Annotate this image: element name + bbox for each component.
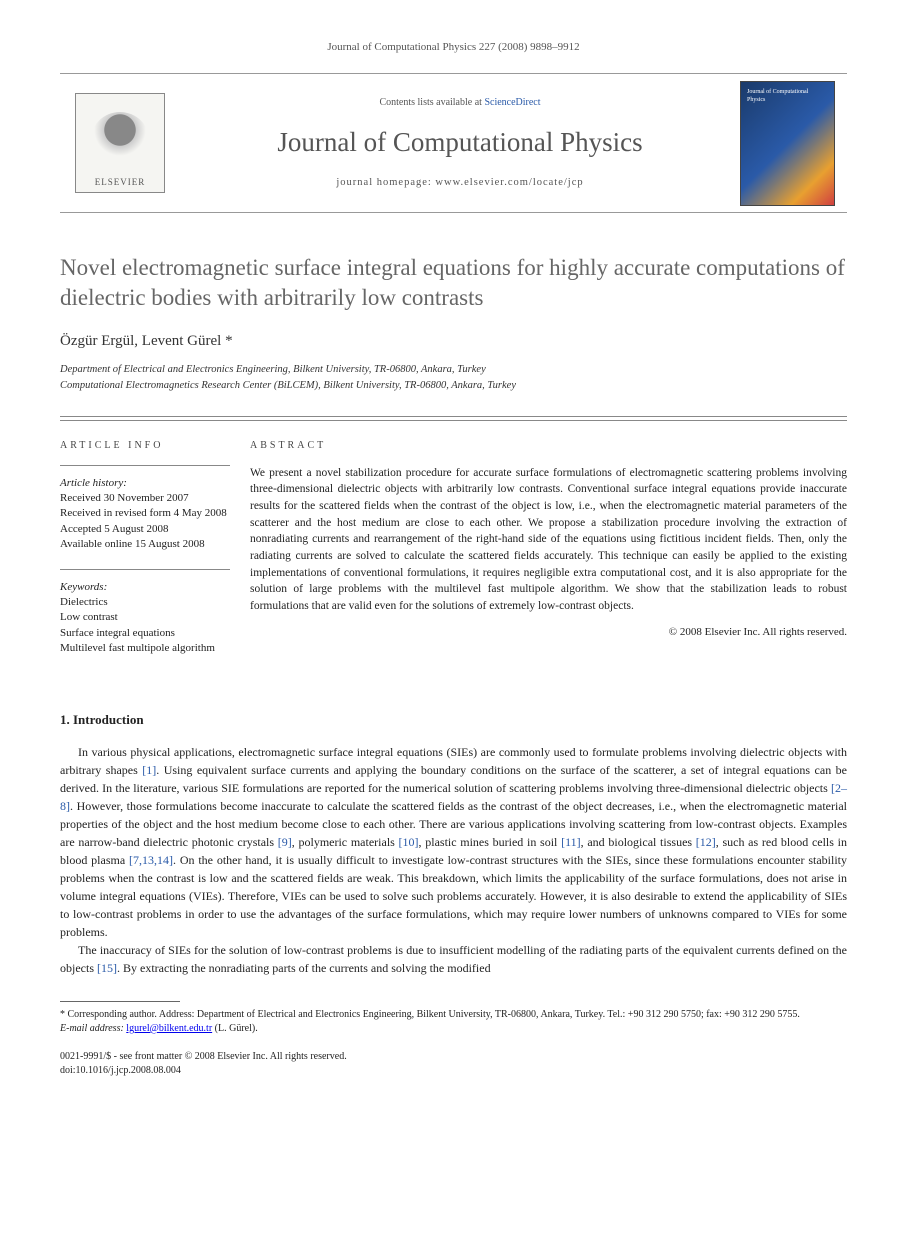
keyword: Low contrast — [60, 610, 230, 625]
history-line: Available online 15 August 2008 — [60, 537, 230, 552]
affiliation-line: Computational Electromagnetics Research … — [60, 378, 847, 394]
history-line: Accepted 5 August 2008 — [60, 522, 230, 537]
journal-homepage: journal homepage: www.elsevier.com/locat… — [180, 176, 740, 191]
text-span: . On the other hand, it is usually diffi… — [60, 853, 847, 939]
citation-link[interactable]: [9] — [278, 835, 292, 849]
citation-link[interactable]: [10] — [399, 835, 419, 849]
text-span: . Using equivalent surface currents and … — [60, 763, 847, 795]
journal-cover-thumbnail: Journal of Computational Physics — [740, 81, 835, 206]
email-link[interactable]: lgurel@bilkent.edu.tr — [126, 1023, 212, 1034]
keywords-label: Keywords: — [60, 580, 230, 595]
keyword: Dielectrics — [60, 595, 230, 610]
article-info-column: ARTICLE INFO Article history: Received 3… — [60, 420, 250, 673]
article-info-heading: ARTICLE INFO — [60, 439, 171, 453]
citation-link[interactable]: [7,13,14] — [129, 853, 173, 867]
citation-link[interactable]: [11] — [561, 835, 581, 849]
abstract-heading: ABSTRACT — [250, 439, 334, 453]
sciencedirect-link[interactable]: ScienceDirect — [484, 97, 540, 108]
elsevier-logo: ELSEVIER — [75, 93, 165, 193]
abstract-copyright: © 2008 Elsevier Inc. All rights reserved… — [250, 625, 847, 640]
keyword: Surface integral equations — [60, 626, 230, 641]
affiliations: Department of Electrical and Electronics… — [60, 362, 847, 394]
doi-block: 0021-9991/$ - see front matter © 2008 El… — [60, 1050, 847, 1078]
journal-name: Journal of Computational Physics — [180, 124, 740, 162]
authors: Özgür Ergül, Levent Gürel * — [60, 331, 847, 352]
keyword: Multilevel fast multipole algorithm — [60, 641, 230, 656]
intro-paragraph-1: In various physical applications, electr… — [60, 743, 847, 941]
elsevier-label: ELSEVIER — [95, 176, 146, 189]
abstract-text: We present a novel stabilization procedu… — [250, 465, 847, 615]
history-label: Article history: — [60, 476, 230, 491]
contents-list-label: Contents lists available at ScienceDirec… — [180, 96, 740, 110]
abstract-column: ABSTRACT We present a novel stabilizatio… — [250, 420, 847, 673]
history-line: Received in revised form 4 May 2008 — [60, 506, 230, 521]
info-abstract-row: ARTICLE INFO Article history: Received 3… — [60, 416, 847, 673]
article-title: Novel electromagnetic surface integral e… — [60, 253, 847, 313]
email-who: (L. Gürel). — [212, 1023, 258, 1034]
text-span: . By extracting the nonradiating parts o… — [117, 961, 491, 975]
footnote-separator — [60, 1001, 180, 1002]
contents-prefix: Contents lists available at — [379, 97, 484, 108]
text-span: , plastic mines buried in soil — [419, 835, 562, 849]
elsevier-tree-icon — [90, 112, 150, 172]
cover-title: Journal of Computational Physics — [747, 88, 828, 105]
doi-line: doi:10.1016/j.jcp.2008.08.004 — [60, 1064, 847, 1078]
text-span: , polymeric materials — [292, 835, 399, 849]
email-label: E-mail address: — [60, 1023, 124, 1034]
history-line: Received 30 November 2007 — [60, 491, 230, 506]
affiliation-line: Department of Electrical and Electronics… — [60, 362, 847, 378]
intro-paragraph-2: The inaccuracy of SIEs for the solution … — [60, 941, 847, 977]
header-center: Contents lists available at ScienceDirec… — [180, 86, 740, 200]
citation-link[interactable]: [15] — [97, 961, 117, 975]
citation-link[interactable]: [1] — [142, 763, 156, 777]
citation-link[interactable]: [12] — [696, 835, 716, 849]
corresponding-author-footnote: * Corresponding author. Address: Departm… — [60, 1008, 847, 1036]
journal-reference: Journal of Computational Physics 227 (20… — [60, 40, 847, 55]
corresponding-address: * Corresponding author. Address: Departm… — [60, 1008, 847, 1022]
text-span: , and biological tissues — [581, 835, 696, 849]
journal-header: ELSEVIER Contents lists available at Sci… — [60, 73, 847, 213]
section-heading-intro: 1. Introduction — [60, 711, 847, 729]
front-matter-line: 0021-9991/$ - see front matter © 2008 El… — [60, 1050, 847, 1064]
